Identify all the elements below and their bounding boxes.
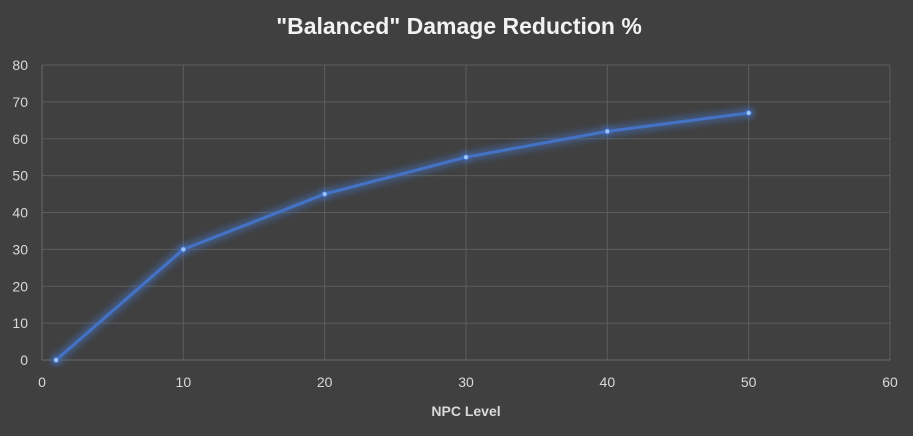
data-point	[745, 109, 752, 117]
x-tick-label: 50	[741, 374, 757, 390]
x-tick-label: 10	[176, 374, 192, 390]
x-tick-label: 60	[882, 374, 898, 390]
data-point	[462, 154, 470, 161]
x-tick-label: 30	[458, 374, 474, 390]
chart-title: "Balanced" Damage Reduction %	[276, 13, 642, 39]
x-tick-label: 40	[600, 374, 616, 390]
y-tick-label: 70	[12, 94, 28, 110]
data-point	[604, 128, 611, 135]
y-tick-label: 50	[12, 168, 28, 184]
series-line	[54, 111, 751, 362]
data-point	[321, 190, 328, 198]
data-point	[180, 246, 187, 253]
y-tick-label: 60	[12, 131, 28, 147]
x-tick-label: 20	[317, 374, 333, 390]
axes: 0 10 20 30 40 50 60 70 80 0 10 20 30 40 50 60	[12, 57, 898, 390]
x-tick-label: 0	[38, 374, 46, 390]
y-tick-label: 30	[12, 241, 28, 257]
y-tick-label: 40	[12, 205, 28, 221]
y-tick-label: 0	[20, 352, 28, 368]
series-layer	[51, 107, 754, 365]
gridlines	[42, 64, 891, 360]
y-tick-label: 10	[12, 315, 28, 331]
y-tick-label: 20	[12, 278, 28, 294]
x-axis-label: NPC Level	[431, 403, 500, 419]
y-tick-label: 80	[12, 57, 28, 73]
data-point	[53, 356, 60, 364]
